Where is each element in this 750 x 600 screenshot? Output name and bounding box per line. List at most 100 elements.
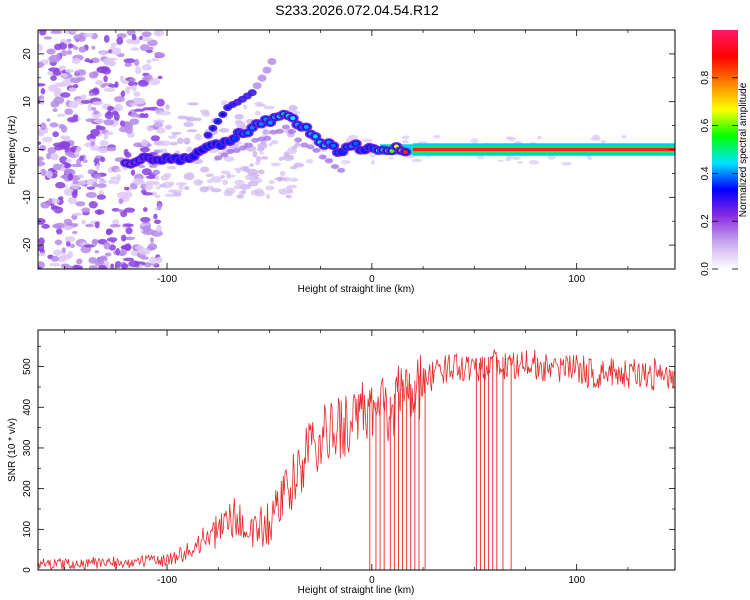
noise-blob	[77, 180, 87, 186]
snr-marks	[38, 349, 675, 570]
ridge-core	[231, 136, 237, 141]
noise-blob	[210, 188, 222, 193]
noise-blob	[64, 265, 74, 269]
noise-blob	[52, 131, 59, 138]
ridge-core	[267, 120, 273, 125]
noise-blob	[49, 122, 59, 128]
noise-blob	[103, 119, 115, 126]
noise-blob	[55, 228, 63, 235]
noise-blob	[226, 174, 236, 178]
noise-blob	[93, 110, 100, 115]
noise-blob	[54, 144, 63, 151]
noise-blob	[193, 117, 202, 122]
colorbar-tick-label: 0.6	[700, 118, 711, 132]
noise-blob	[38, 244, 45, 252]
noise-blob	[254, 188, 264, 195]
noise-blob	[153, 121, 164, 128]
noise-blob	[91, 238, 98, 247]
noise-blob	[289, 177, 299, 182]
noise-blob	[133, 91, 141, 98]
noise-blob	[104, 111, 114, 120]
branch-core	[210, 126, 216, 131]
x-tick-label: 100	[568, 575, 585, 586]
noise-blob	[163, 172, 172, 178]
noise-blob	[268, 143, 273, 147]
noise-blob	[65, 158, 72, 163]
noise-blob	[120, 234, 127, 242]
noise-blob	[93, 173, 102, 180]
noise-blob	[69, 243, 76, 249]
noise-blob	[64, 236, 76, 243]
noise-blob	[270, 140, 279, 145]
noise-blob	[74, 70, 79, 77]
noise-blob	[139, 44, 150, 51]
snr-panel: -100 0 100 0 100 200 300 400 500 Height of strai…	[7, 329, 676, 596]
noise-blob	[234, 113, 244, 120]
noise-blob	[98, 264, 107, 269]
noise-blob	[254, 161, 261, 166]
noise-blob	[150, 191, 157, 197]
noise-blob	[91, 45, 96, 50]
noise-blob	[63, 218, 73, 225]
noise-blob	[115, 248, 120, 256]
ghost-blob	[244, 142, 253, 148]
noise-blob	[139, 112, 145, 118]
noise-blob	[150, 135, 160, 142]
noise-blob	[101, 67, 112, 75]
noise-blob	[93, 158, 100, 164]
noise-blob	[82, 33, 94, 38]
noise-blob	[178, 184, 184, 191]
noise-blob	[388, 157, 394, 160]
noise-blob	[95, 163, 100, 171]
noise-blob	[592, 134, 600, 140]
snr-axes: -100 0 100 0 100 200 300 400 500	[22, 330, 675, 586]
noise-blob	[114, 180, 120, 185]
noise-blob	[137, 79, 149, 87]
noise-blob	[138, 164, 146, 168]
noise-blob	[63, 188, 75, 196]
noise-blob	[45, 170, 53, 179]
branch-core	[225, 105, 230, 110]
noise-blob	[156, 224, 162, 233]
noise-blob	[186, 171, 194, 177]
noise-blob	[133, 180, 146, 185]
noise-blob	[112, 219, 120, 225]
noise-blob	[120, 90, 126, 98]
noise-blob	[243, 165, 250, 173]
y-tick-label: 200	[22, 480, 33, 497]
noise-blob	[59, 135, 71, 140]
noise-blob	[621, 134, 627, 139]
ghost-blob	[324, 158, 333, 164]
noise-blob	[86, 186, 95, 190]
noise-blob	[76, 146, 82, 152]
noise-blob	[38, 160, 46, 167]
colorbar-tick-label: 0.2	[700, 214, 711, 228]
noise-blob	[77, 35, 86, 42]
noise-blob	[133, 58, 140, 67]
noise-blob	[71, 230, 78, 235]
noise-blob	[194, 133, 203, 141]
noise-blob	[64, 108, 74, 115]
ghost-blob	[294, 137, 303, 143]
y-tick-label: -10	[22, 190, 33, 205]
noise-blob	[38, 61, 45, 68]
noise-blob	[106, 237, 118, 242]
noise-blob	[64, 30, 69, 35]
noise-blob	[61, 73, 68, 78]
y-tick-label: 20	[22, 48, 33, 60]
noise-blob	[222, 179, 228, 186]
noise-blob	[128, 260, 140, 268]
noise-blob	[72, 114, 79, 119]
noise-blob	[54, 239, 63, 246]
noise-blob	[110, 42, 118, 46]
noise-blob	[71, 212, 83, 216]
noise-blob	[68, 87, 77, 92]
noise-blob	[184, 185, 190, 191]
ghost-blob	[251, 137, 260, 143]
noise-blob	[112, 110, 119, 116]
noise-blob	[183, 137, 191, 145]
colorbar-label: Normalized spectral amplitude	[738, 82, 749, 217]
ghost-blob	[263, 135, 272, 141]
noise-blob	[81, 207, 91, 213]
noise-blob	[251, 177, 263, 184]
